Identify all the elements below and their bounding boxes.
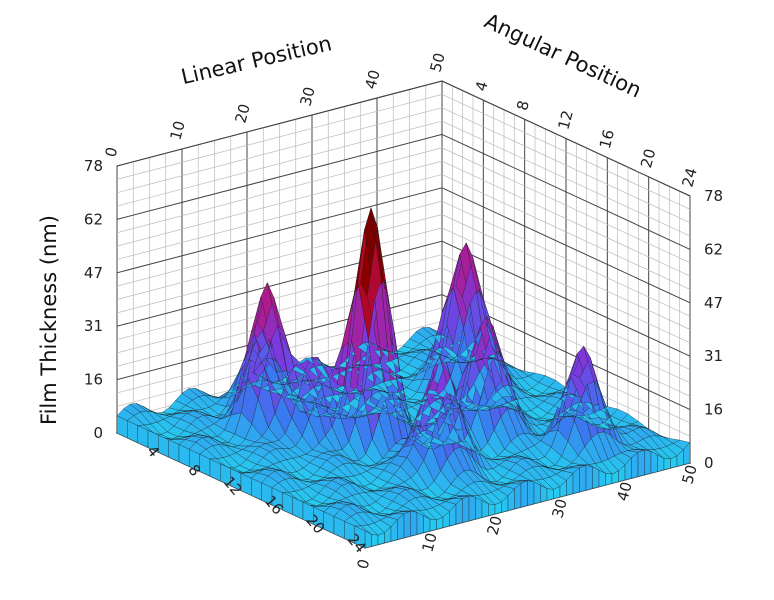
grid-line [441, 120, 691, 237]
grid-line [116, 174, 443, 260]
linear-tick-top: 50 [426, 51, 448, 74]
surface-skirt [462, 495, 470, 523]
grid-line [116, 160, 443, 247]
z-tick-right: 0 [704, 454, 714, 472]
angular-tick-top: 24 [678, 166, 700, 189]
z-tick-right: 47 [704, 294, 723, 312]
grid-line [441, 187, 691, 304]
surface-skirt [592, 466, 600, 489]
linear-tick-top: 40 [361, 68, 383, 91]
grid-line [441, 133, 691, 250]
grid-line [441, 254, 691, 370]
grid-line [441, 94, 691, 210]
linear-tick-top: 30 [296, 85, 318, 108]
surface-skirt [637, 449, 645, 477]
z-axis-title: Film Thickness (nm) [37, 215, 61, 425]
surface-skirt [579, 465, 587, 493]
angular-tick-top: 12 [554, 108, 576, 131]
z-tick-left: 78 [84, 157, 103, 175]
surface-skirt [663, 458, 671, 471]
grid-line [116, 267, 443, 354]
surface-skirt [598, 469, 606, 488]
z-tick-left: 16 [84, 371, 103, 389]
grid-line [441, 227, 691, 344]
grid-line [116, 120, 443, 207]
z-tick-right: 62 [704, 240, 723, 258]
z-tick-right: 78 [704, 187, 723, 205]
grid-line [116, 94, 443, 180]
grid-line [441, 107, 691, 224]
grid-line [116, 187, 443, 274]
surface-skirt [371, 534, 379, 547]
grid-line [116, 80, 443, 167]
angular-tick-top: 8 [513, 98, 533, 112]
angular-tick-top: 16 [596, 128, 618, 151]
z-tick-right: 16 [704, 401, 723, 419]
grid-line [441, 147, 691, 264]
surface-skirt [468, 495, 476, 522]
surface-skirt [605, 473, 613, 486]
grid-line [441, 80, 691, 197]
z-tick-right: 31 [704, 347, 723, 365]
grid-line [116, 107, 443, 194]
surface-skirt [410, 510, 418, 537]
linear-tick-bottom: 40 [613, 480, 635, 503]
linear-tick-top: 0 [101, 145, 121, 159]
surface-skirt [403, 510, 411, 539]
surface-skirt [429, 518, 437, 532]
z-tick-left: 31 [84, 317, 103, 335]
z-tick-left: 0 [93, 424, 103, 442]
angular-tick-top: 4 [472, 79, 492, 93]
surface-skirt [644, 449, 652, 476]
linear-axis-title: Linear Position [179, 31, 334, 89]
grid-line [441, 174, 691, 290]
grid-line [116, 227, 443, 314]
grid-line [116, 200, 443, 287]
surface-skirt [585, 465, 593, 491]
grid-line [441, 214, 691, 330]
grid-line [116, 214, 443, 300]
surface-skirt [520, 480, 528, 508]
grid-line [116, 147, 443, 234]
surface-skirt [533, 481, 541, 505]
surface-skirt [683, 441, 691, 465]
linear-tick-bottom: 0 [353, 557, 373, 571]
angular-axis-title: Angular Position [481, 9, 645, 103]
grid-line [441, 160, 691, 277]
linear-tick-top: 20 [231, 102, 253, 125]
linear-tick-bottom: 30 [548, 497, 570, 520]
grid-line [116, 240, 443, 327]
angular-tick-top: 20 [637, 147, 659, 170]
surface-skirt [475, 496, 483, 520]
linear-tick-bottom: 50 [678, 463, 700, 486]
grid-line [441, 267, 691, 384]
grid-line [441, 240, 691, 357]
grid-line [116, 133, 443, 220]
grid-line [441, 200, 691, 317]
surface-skirt [527, 480, 535, 506]
surface-skirt [354, 525, 366, 549]
z-tick-left: 47 [84, 264, 103, 282]
grid-line [116, 254, 443, 340]
surface-skirt [488, 503, 496, 516]
surface-skirt [650, 451, 658, 474]
z-tick-left: 62 [84, 210, 103, 228]
linear-tick-top: 10 [166, 119, 188, 142]
linear-tick-bottom: 20 [483, 514, 505, 537]
linear-tick-bottom: 10 [418, 531, 440, 554]
surface-mesh [116, 207, 691, 549]
